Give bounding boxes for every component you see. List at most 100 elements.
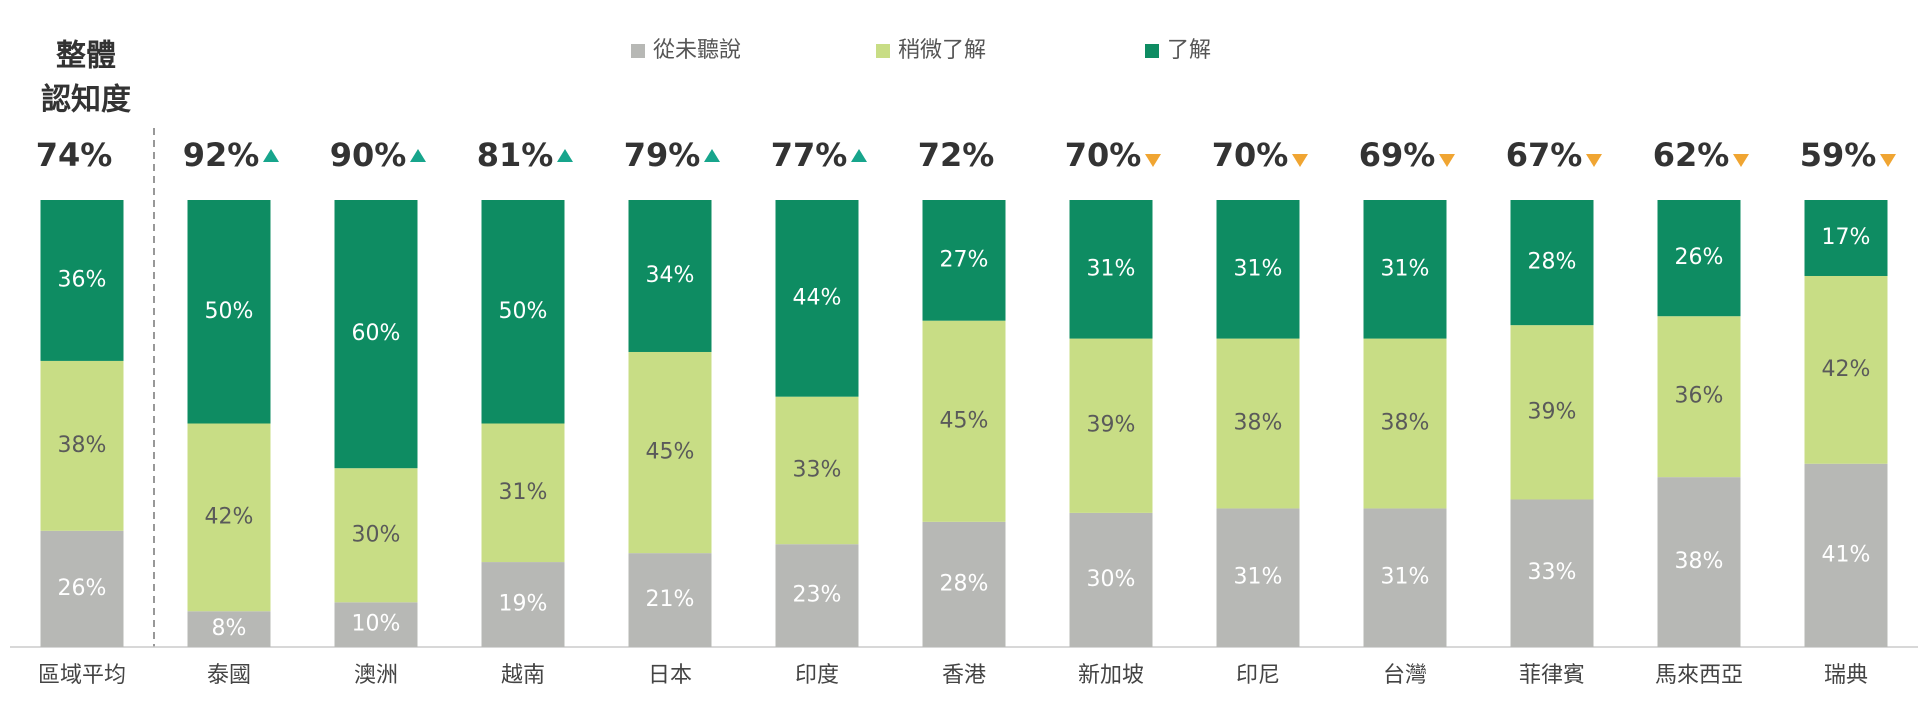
value-label: 26%	[58, 576, 107, 601]
bar-segment	[334, 602, 418, 647]
value-label: 38%	[58, 433, 107, 458]
legend-swatch	[876, 44, 890, 58]
x-tick-label: 區域平均	[38, 663, 126, 688]
x-tick-label: 新加坡	[1078, 663, 1144, 688]
value-label: 23%	[793, 583, 842, 608]
value-label: 45%	[940, 408, 989, 433]
value-label: 33%	[1528, 560, 1577, 585]
bar-segment	[334, 468, 418, 603]
trend-down	[1586, 154, 1602, 167]
bar-segment	[628, 200, 712, 352]
bar-segment	[922, 320, 1006, 522]
awareness-label: 77%	[771, 136, 848, 174]
value-label: 28%	[1528, 250, 1577, 275]
value-label: 39%	[1528, 399, 1577, 424]
trend-up	[263, 149, 279, 162]
bar-segment	[1657, 477, 1741, 647]
awareness-label: 70%	[1212, 136, 1289, 174]
bar-segment	[922, 521, 1006, 647]
trend-down	[1145, 154, 1161, 167]
trend-up	[851, 149, 867, 162]
bar-segment	[40, 360, 124, 531]
awareness-label: 70%	[1065, 136, 1142, 174]
bar-segment	[1216, 508, 1300, 647]
trend-down	[1292, 154, 1308, 167]
value-label: 19%	[499, 592, 548, 617]
value-label: 31%	[1234, 565, 1283, 590]
value-label: 34%	[646, 263, 695, 288]
value-label: 60%	[352, 321, 401, 346]
value-label: 31%	[1234, 256, 1283, 281]
awareness-label: 67%	[1506, 136, 1583, 174]
bar-segment	[1510, 200, 1594, 326]
value-label: 42%	[1822, 357, 1871, 382]
x-tick-label: 瑞典	[1824, 663, 1868, 688]
legend-label: 從未聽說	[653, 38, 741, 63]
bar-segment	[1216, 338, 1300, 509]
bar-segment	[628, 351, 712, 554]
trend-down	[1439, 154, 1455, 167]
awareness-label: 72%	[918, 136, 995, 174]
bar-segment	[187, 611, 271, 647]
value-label: 26%	[1675, 245, 1724, 270]
bar-segment	[1804, 463, 1888, 647]
bar-segment	[481, 200, 565, 424]
bar-segment	[1363, 338, 1447, 509]
awareness-label: 92%	[183, 136, 260, 174]
value-label: 38%	[1675, 549, 1724, 574]
bar-segment	[40, 200, 124, 361]
x-tick-label: 泰國	[207, 663, 251, 688]
value-label: 30%	[1087, 567, 1136, 592]
x-tick-label: 印度	[795, 663, 839, 688]
bar-segment	[775, 200, 859, 397]
bar-segment	[1216, 200, 1300, 339]
value-label: 50%	[499, 299, 548, 324]
value-label: 39%	[1087, 413, 1136, 438]
value-label: 42%	[205, 504, 254, 529]
value-label: 31%	[1381, 256, 1430, 281]
value-label: 36%	[58, 267, 107, 292]
bar-segment	[1510, 325, 1594, 500]
value-label: 38%	[1234, 411, 1283, 436]
legend-label: 了解	[1167, 38, 1211, 63]
bar-segment	[922, 200, 1006, 321]
x-tick-label: 日本	[648, 663, 692, 688]
value-label: 8%	[212, 616, 247, 641]
bar-segment	[187, 200, 271, 424]
bar-segment	[1804, 275, 1888, 464]
value-label: 31%	[499, 480, 548, 505]
bar-segment	[1363, 508, 1447, 647]
bar-segment	[1657, 200, 1741, 317]
value-label: 10%	[352, 612, 401, 637]
value-label: 30%	[352, 522, 401, 547]
awareness-label: 81%	[477, 136, 554, 174]
legend-swatch	[631, 44, 645, 58]
overall-label: 整體	[56, 39, 116, 74]
awareness-label: 74%	[36, 136, 113, 174]
value-label: 33%	[793, 457, 842, 482]
value-label: 38%	[1381, 411, 1430, 436]
value-label: 31%	[1381, 565, 1430, 590]
value-label: 31%	[1087, 256, 1136, 281]
legend-swatch	[1145, 44, 1159, 58]
awareness-label: 62%	[1653, 136, 1730, 174]
x-tick-label: 台灣	[1383, 663, 1427, 688]
awareness-label: 79%	[624, 136, 701, 174]
bar-segment	[481, 562, 565, 647]
x-tick-label: 馬來西亞	[1655, 663, 1743, 688]
overall-label: 認知度	[41, 83, 131, 118]
awareness-label: 59%	[1800, 136, 1877, 174]
value-label: 28%	[940, 571, 989, 596]
trend-up	[704, 149, 720, 162]
bar-segment	[1069, 338, 1153, 513]
value-label: 21%	[646, 587, 695, 612]
bar-segment	[775, 396, 859, 545]
awareness-label: 69%	[1359, 136, 1436, 174]
value-label: 50%	[205, 299, 254, 324]
bar-segment	[775, 544, 859, 647]
bar-segment	[187, 423, 271, 612]
x-tick-label: 澳洲	[354, 663, 398, 688]
x-tick-label: 印尼	[1236, 663, 1280, 688]
x-tick-label: 菲律賓	[1519, 663, 1585, 688]
